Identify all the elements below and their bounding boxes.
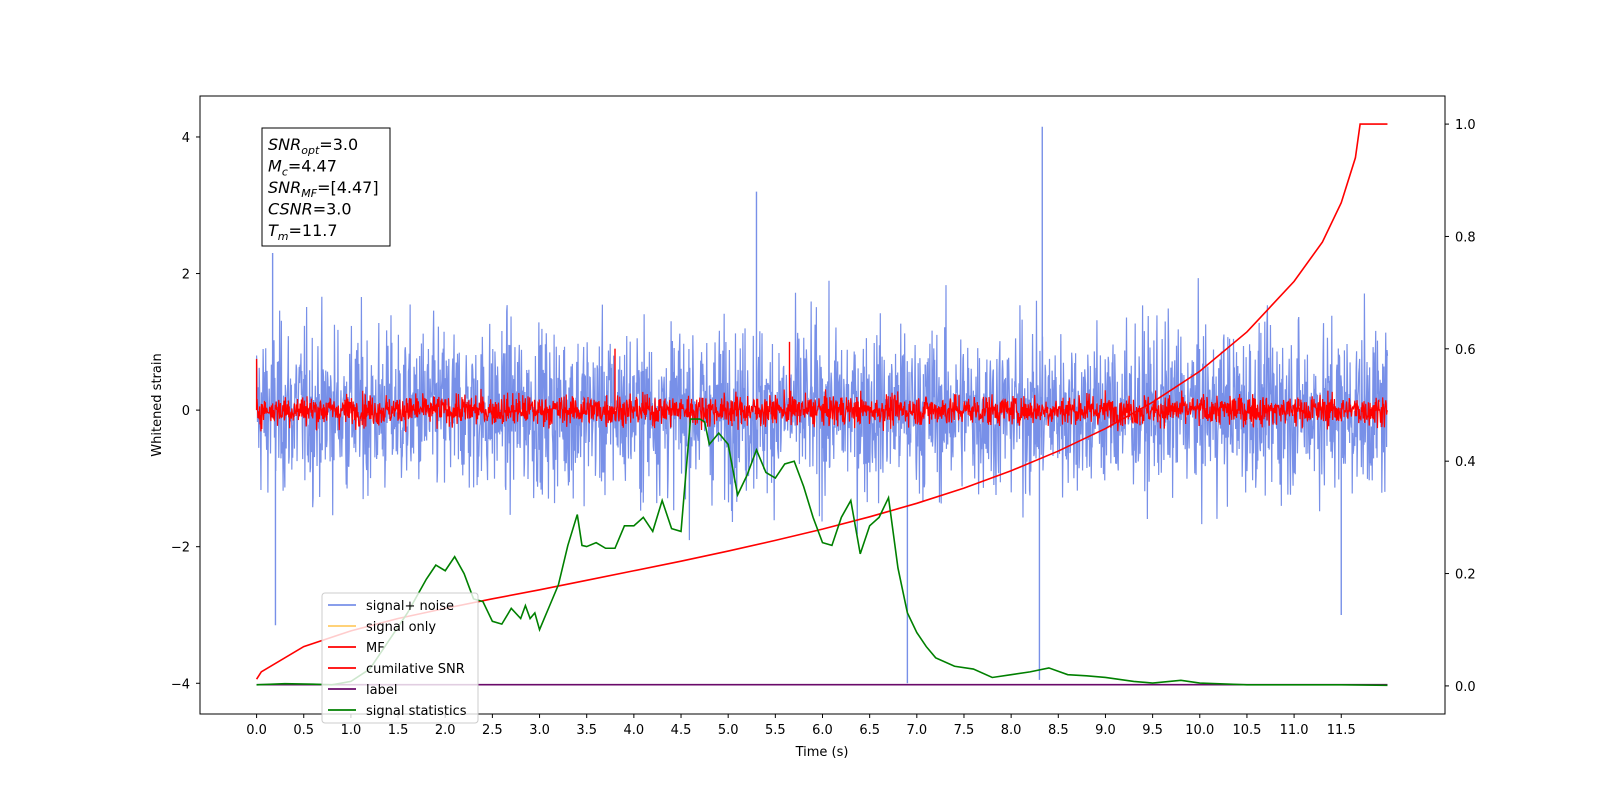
annotation-line-3: CSNR=3.0 bbox=[268, 200, 352, 219]
x-tick-label-19: 9.5 bbox=[1142, 723, 1163, 738]
series-layer bbox=[255, 123, 1389, 687]
x-tick-label-9: 4.5 bbox=[671, 723, 692, 738]
legend-label-0: signal+ noise bbox=[366, 599, 454, 614]
y-right-tick-label-2: 0.4 bbox=[1455, 455, 1476, 470]
y-left-tick-label-4: 4 bbox=[182, 131, 190, 146]
legend-label-2: MF bbox=[366, 641, 385, 656]
x-tick-label-21: 10.5 bbox=[1232, 723, 1261, 738]
legend-label-5: signal statistics bbox=[366, 704, 467, 719]
x-tick-label-22: 11.0 bbox=[1280, 723, 1309, 738]
y-left-tick-label-0: −4 bbox=[171, 677, 190, 692]
x-tick-label-0: 0.0 bbox=[246, 723, 267, 738]
x-axis: 0.0 0.5 1.0 1.5 2.0 2.5 3.0 3.5 4.0 4.5 5.0 5.5 6.0 6… bbox=[246, 714, 1356, 738]
legend: signal+ noise signal only MF cumilative SNR… bbox=[321, 592, 479, 724]
x-tick-label-12: 6.0 bbox=[812, 723, 833, 738]
annotation-line-1: Mc=4.47 bbox=[268, 157, 337, 179]
x-tick-label-5: 2.5 bbox=[482, 723, 503, 738]
x-tick-label-20: 10.0 bbox=[1185, 723, 1214, 738]
plot-area bbox=[255, 123, 1389, 687]
series-5-line bbox=[256, 418, 1388, 687]
annotation-line-4: Tm=11.7 bbox=[268, 221, 338, 243]
x-tick-label-6: 3.0 bbox=[529, 723, 550, 738]
y-right-tick-label-4: 0.8 bbox=[1455, 230, 1476, 245]
x-tick-label-10: 5.0 bbox=[718, 723, 739, 738]
annotation-box-frame bbox=[261, 127, 391, 247]
legend-label-3: cumilative SNR bbox=[366, 662, 465, 677]
legend-label-4: label bbox=[366, 683, 397, 698]
y-right-tick-label-3: 0.6 bbox=[1455, 343, 1476, 358]
x-axis-label: Time (s) bbox=[795, 745, 849, 760]
annotation-line-0: SNRopt=3.0 bbox=[268, 135, 358, 157]
x-tick-label-1: 0.5 bbox=[293, 723, 314, 738]
y-axis-label: Whitened strain bbox=[150, 353, 165, 456]
x-tick-label-7: 3.5 bbox=[576, 723, 597, 738]
y-right-tick-label-0: 0.0 bbox=[1455, 680, 1476, 695]
y-left-tick-label-3: 2 bbox=[182, 268, 190, 283]
x-tick-label-13: 6.5 bbox=[859, 723, 880, 738]
x-tick-label-17: 8.5 bbox=[1048, 723, 1069, 738]
x-tick-label-4: 2.0 bbox=[435, 723, 456, 738]
x-tick-label-2: 1.0 bbox=[341, 723, 362, 738]
x-tick-label-3: 1.5 bbox=[388, 723, 409, 738]
y-left-tick-label-2: 0 bbox=[182, 404, 190, 419]
x-tick-label-14: 7.0 bbox=[906, 723, 927, 738]
y-right-tick-label-1: 0.2 bbox=[1455, 568, 1476, 583]
x-tick-label-18: 9.0 bbox=[1095, 723, 1116, 738]
y-axis-left: −4 −2 0 2 4 bbox=[171, 131, 200, 692]
y-left-tick-label-1: −2 bbox=[171, 541, 190, 556]
legend-frame bbox=[321, 592, 479, 724]
x-tick-label-11: 5.5 bbox=[765, 723, 786, 738]
y-axis-right: 0.0 0.2 0.4 0.6 0.8 1.0 bbox=[1445, 118, 1476, 695]
y-right-tick-label-5: 1.0 bbox=[1455, 118, 1476, 133]
annotation-line-2: SNRMF=[4.47] bbox=[268, 178, 379, 200]
x-tick-label-16: 8.0 bbox=[1001, 723, 1022, 738]
x-tick-label-23: 11.5 bbox=[1327, 723, 1356, 738]
x-tick-label-8: 4.0 bbox=[624, 723, 645, 738]
x-tick-label-15: 7.5 bbox=[954, 723, 975, 738]
legend-label-1: signal only bbox=[366, 620, 436, 635]
series-2-line bbox=[256, 388, 1389, 433]
